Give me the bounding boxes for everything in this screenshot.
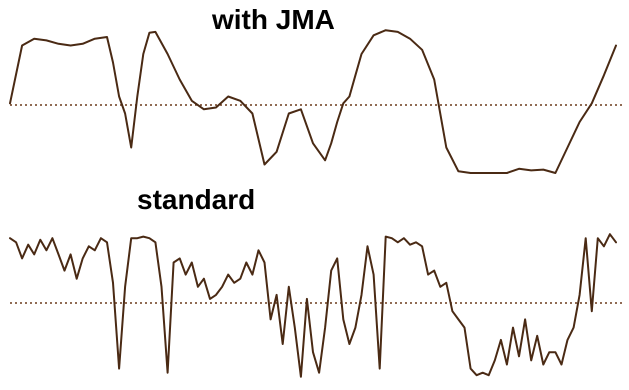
standard-series-line (9, 233, 617, 378)
chart-title-with-jma: with JMA (212, 4, 335, 35)
jma-series-line (9, 29, 617, 174)
jma-chart (9, 29, 622, 174)
chart-title-standard: standard (137, 184, 256, 215)
standard-chart (9, 233, 622, 378)
